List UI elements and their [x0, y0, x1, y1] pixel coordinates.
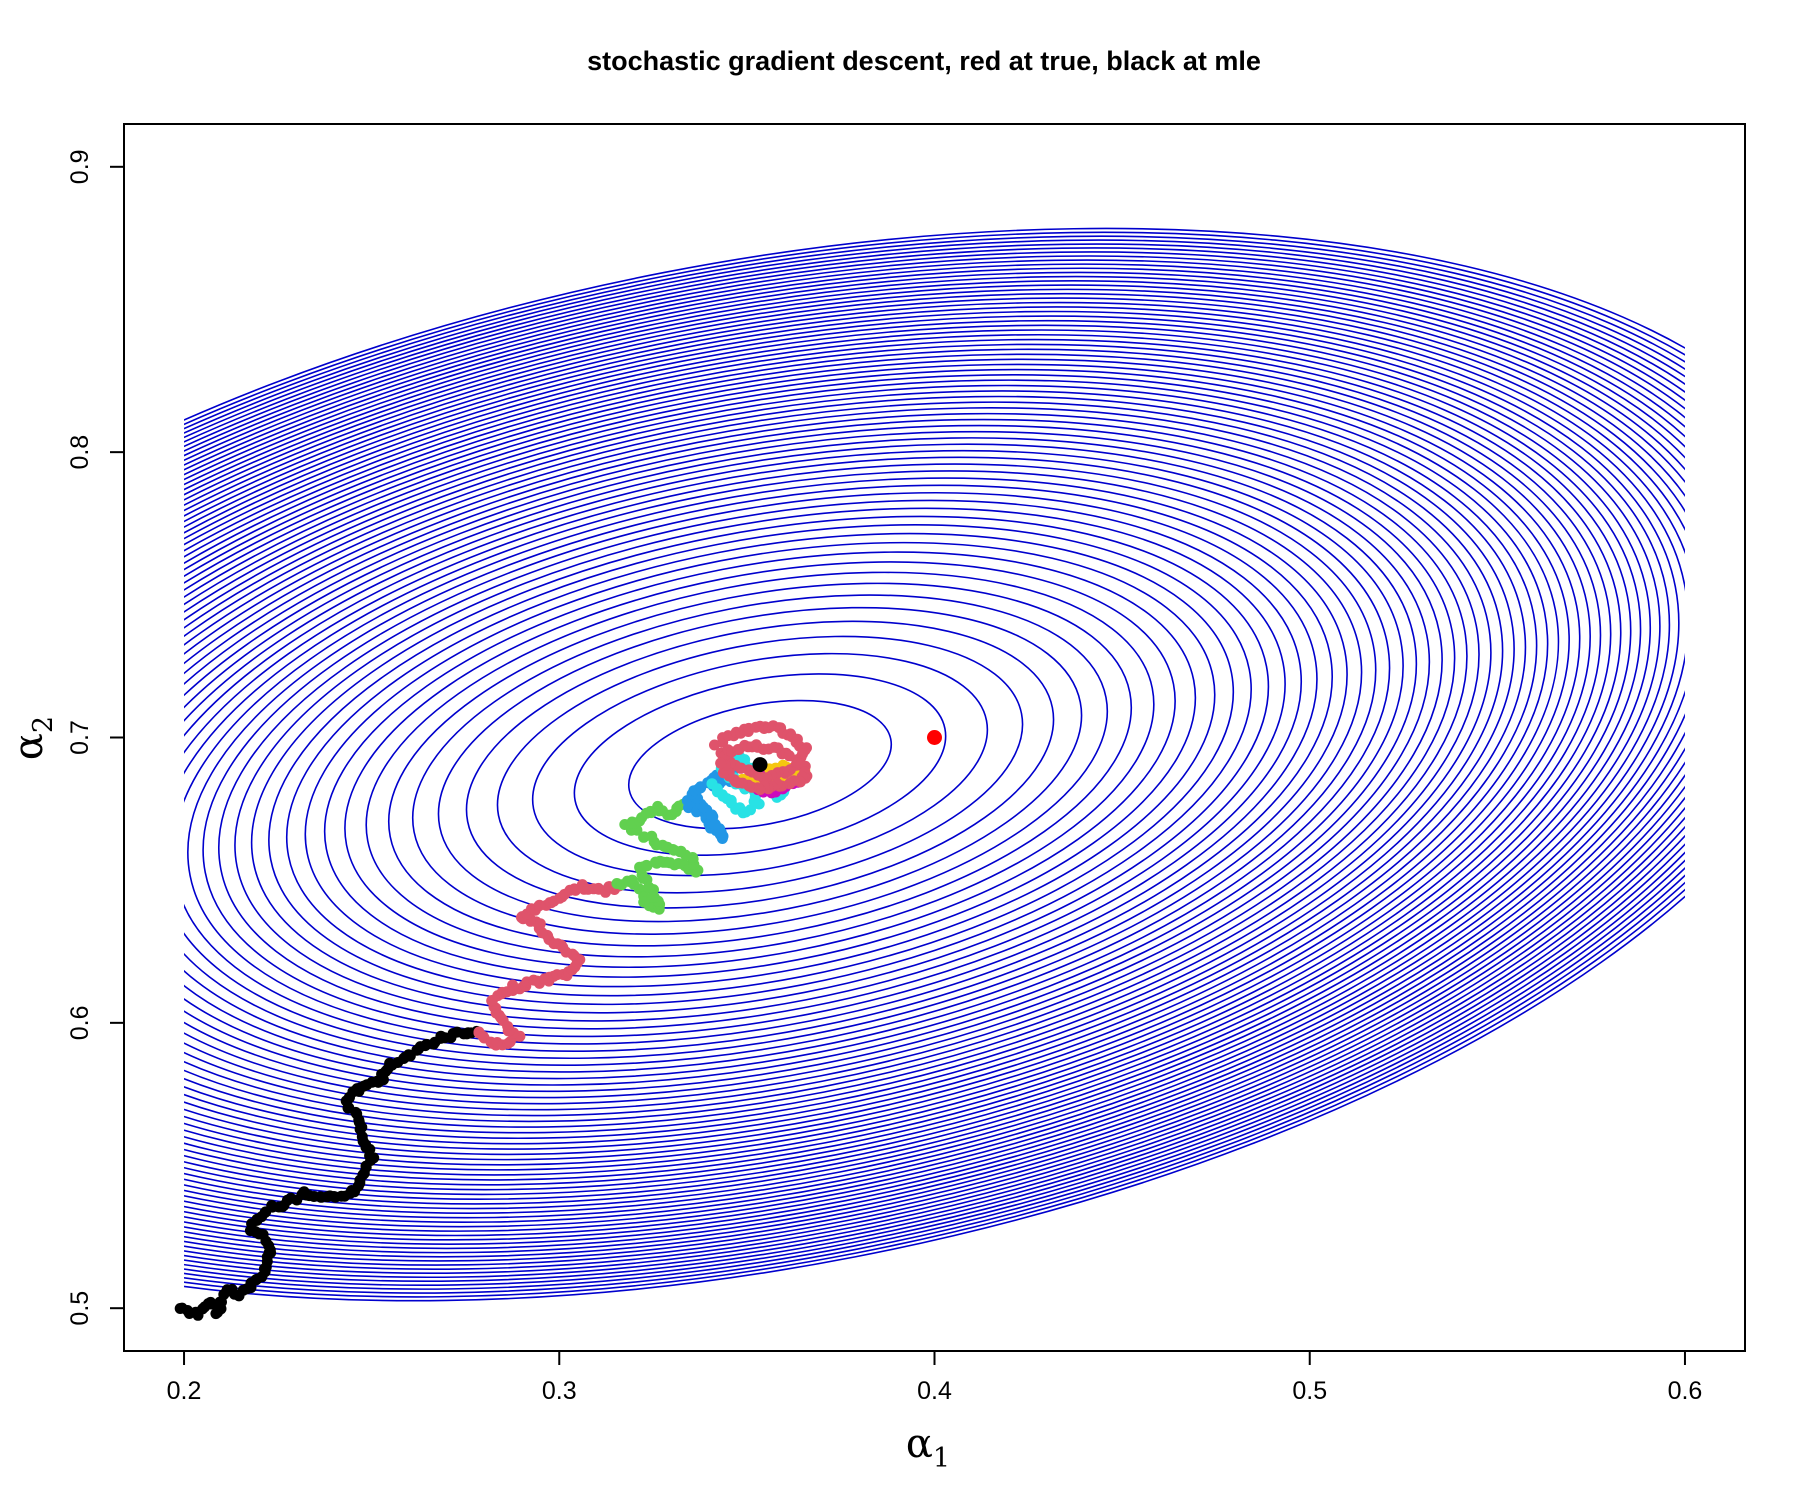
trajectory-point: [715, 757, 727, 769]
x-tick-label: 0.2: [167, 1377, 202, 1405]
contour-line: [184, 263, 1685, 1266]
contour-line: [496, 635, 1024, 894]
contour-line: [184, 430, 1443, 1099]
contour-line: [184, 288, 1685, 1241]
x-tick-label: 0.5: [1292, 1377, 1327, 1405]
y-axis-label-sub: 2: [28, 716, 59, 733]
y-axis-label-base: α: [6, 733, 52, 760]
contour-line: [184, 227, 1685, 1302]
contour-line: [285, 532, 1235, 997]
contour-line: [184, 280, 1685, 1250]
contour-line: [365, 571, 1155, 958]
sgd-trajectory-points: [174, 720, 813, 1321]
contour-line: [465, 620, 1055, 909]
contour-line: [184, 284, 1685, 1245]
contour-line: [184, 343, 1622, 1186]
contour-line: [184, 348, 1612, 1181]
contour-line: [250, 515, 1270, 1014]
contour-line: [234, 507, 1286, 1022]
contour-line: [184, 358, 1591, 1171]
contour-line: [184, 306, 1685, 1224]
contour-line: [184, 363, 1581, 1166]
contour-line: [184, 437, 1431, 1093]
contour-line: [184, 329, 1652, 1201]
contour-line: [184, 424, 1456, 1105]
contour-line: [184, 333, 1642, 1196]
contour-line: [323, 551, 1197, 978]
contour-line: [184, 384, 1538, 1145]
contour-line: [184, 443, 1418, 1086]
y-tick-label: 0.8: [66, 435, 94, 470]
trajectory-point: [638, 831, 650, 843]
contour-line: [304, 541, 1216, 988]
contour-line: [184, 395, 1515, 1134]
contour-line: [184, 247, 1685, 1283]
contour-line: [268, 524, 1252, 1006]
contour-line: [202, 491, 1318, 1038]
y-tick-label: 0.6: [66, 1005, 94, 1040]
y-tick-label: 0.7: [66, 720, 94, 755]
contour-line: [184, 470, 1363, 1060]
contour-line: [184, 412, 1480, 1117]
contour-line: [184, 379, 1549, 1150]
contour-line: [184, 477, 1348, 1052]
y-axis-label: α2: [6, 716, 59, 760]
x-axis: 0.2 0.3 0.4 0.5 0.6: [167, 1350, 1703, 1405]
contour-line: [573, 673, 947, 857]
contour-line: [184, 292, 1685, 1237]
contour-line: [184, 319, 1671, 1210]
contour-line: [184, 324, 1661, 1205]
x-axis-label-base: α: [906, 1421, 933, 1467]
contour-lines: [184, 227, 1685, 1302]
y-tick-label: 0.9: [66, 149, 94, 184]
contour-line: [184, 353, 1602, 1176]
contour-line: [187, 484, 1333, 1045]
contour-line: [344, 561, 1176, 969]
contour-line: [184, 251, 1685, 1279]
contour-line: [184, 239, 1685, 1290]
x-axis-label-sub: 1: [933, 1443, 950, 1474]
contour-line: [184, 301, 1685, 1228]
trajectory-point: [641, 860, 653, 872]
reference-markers: [752, 730, 942, 773]
contour-line: [531, 652, 989, 877]
contour-line: [184, 374, 1560, 1156]
x-tick-label: 0.4: [917, 1377, 952, 1405]
true-value-point: [927, 730, 942, 745]
x-tick-label: 0.3: [542, 1377, 577, 1405]
contour-line: [184, 310, 1685, 1219]
mle-point: [752, 757, 768, 773]
contour-line: [627, 699, 893, 830]
contour-line: [184, 271, 1685, 1258]
contour-line: [184, 407, 1492, 1123]
contour-line: [184, 315, 1680, 1214]
contour-line: [184, 231, 1685, 1298]
y-axis: 0.5 0.6 0.7 0.8 0.9: [66, 149, 125, 1326]
contour-line: [184, 456, 1391, 1073]
x-axis-label: α1: [906, 1421, 950, 1474]
contour-line: [218, 499, 1303, 1030]
contour-line: [184, 390, 1527, 1140]
contour-line: [184, 267, 1685, 1262]
contour-line: [184, 338, 1632, 1191]
contour-line: [184, 449, 1404, 1080]
contour-line: [184, 235, 1685, 1294]
contour-line: [184, 401, 1504, 1128]
contour-line: [184, 275, 1685, 1254]
contour-line: [184, 463, 1377, 1066]
contour-line: [184, 418, 1468, 1111]
contour-line: [184, 255, 1685, 1275]
x-tick-label: 0.6: [1668, 1377, 1703, 1405]
y-tick-label: 0.5: [66, 1291, 94, 1326]
contour-line: [184, 259, 1685, 1270]
contour-line: [387, 582, 1133, 947]
chart-title: stochastic gradient descent, red at true…: [587, 46, 1261, 76]
contour-line: [437, 606, 1083, 923]
contour-line: [184, 368, 1570, 1161]
contour-line: [184, 243, 1685, 1286]
contour-line: [411, 594, 1109, 935]
contour-line: [184, 297, 1685, 1232]
